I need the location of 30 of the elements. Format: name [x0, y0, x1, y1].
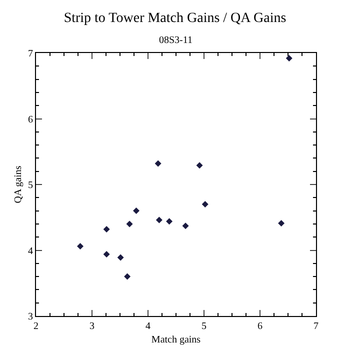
- y-tick-label: 4: [28, 246, 33, 257]
- point: [196, 162, 203, 169]
- chart-subtitle: 08S3-11: [159, 35, 193, 46]
- point: [202, 200, 208, 208]
- y-tick-label: 6: [28, 114, 33, 126]
- point: [124, 273, 131, 280]
- point: [103, 226, 110, 232]
- point: [103, 250, 110, 258]
- point: [278, 220, 285, 227]
- x-tick-label: 7: [314, 321, 318, 332]
- point: [132, 208, 140, 214]
- point: [182, 222, 189, 230]
- x-tick-label: 2: [34, 321, 38, 332]
- point: [154, 160, 162, 167]
- point: [166, 218, 173, 225]
- x-axis-title: Match gains: [151, 334, 201, 346]
- x-tick-label: 4: [146, 321, 150, 332]
- point: [76, 243, 84, 250]
- x-tick-label: 3: [90, 321, 94, 332]
- x-tick-label: 5: [202, 321, 206, 332]
- y-tick-label: 7: [28, 48, 33, 60]
- y-tick-label: 5: [28, 180, 33, 191]
- point: [117, 254, 124, 261]
- y-tick-label: 3: [28, 312, 33, 322]
- y-axis-title: QA gains: [13, 166, 24, 204]
- x-tick-label: 6: [258, 321, 262, 332]
- point: [156, 216, 162, 224]
- point: [286, 55, 292, 62]
- point: [126, 220, 133, 228]
- chart-title: Strip to Tower Match Gains / QA Gains: [64, 11, 286, 26]
